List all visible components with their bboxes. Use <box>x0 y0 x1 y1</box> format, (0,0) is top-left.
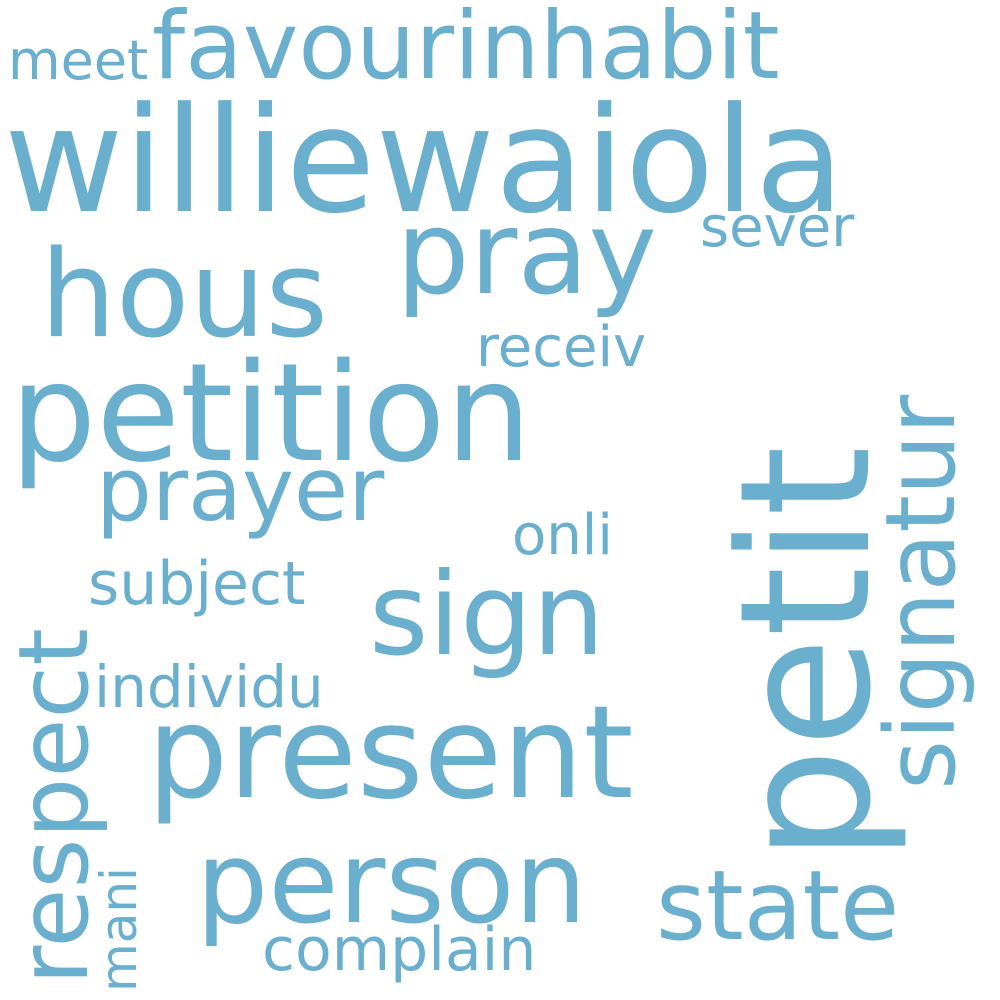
word-individu: individu <box>94 653 324 721</box>
word-respect: respect <box>0 628 110 985</box>
word-prayer: prayer <box>96 438 385 541</box>
word-signatur: signatur <box>865 394 977 790</box>
word-meet: meet <box>8 29 149 92</box>
word-subject: subject <box>88 549 306 619</box>
word-hous: hous <box>40 226 329 365</box>
word-receiv: receiv <box>476 315 647 380</box>
word-williewaiola: williewaiola <box>4 76 845 246</box>
word-sign: sign <box>369 548 605 681</box>
word-sever: sever <box>700 195 855 260</box>
word-pray: pray <box>396 186 658 321</box>
word-person: person <box>196 816 587 949</box>
word-mani: mani <box>90 867 148 992</box>
word-onli: onli <box>512 503 613 568</box>
word-petition: petition <box>10 335 532 493</box>
word-present: present <box>147 679 634 828</box>
word-complain: complain <box>262 915 537 985</box>
word-state: state <box>656 850 900 962</box>
word-favourinhabit: favourinhabit <box>152 0 780 101</box>
